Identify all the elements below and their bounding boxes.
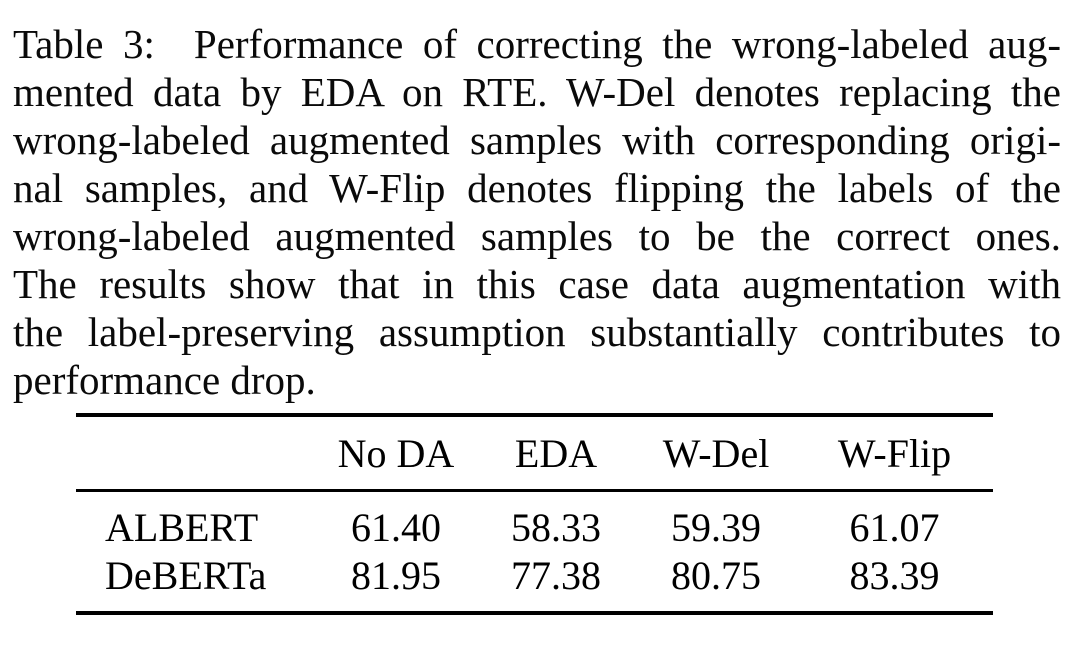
- model-label-deberta: DeBERTa: [105, 553, 267, 598]
- albert-no-da-value: 61.40: [351, 505, 441, 550]
- caption-line-7: the label-preserving assumption substant…: [13, 309, 1061, 355]
- header-model: [76, 415, 316, 492]
- caption-line-8: performance drop.: [13, 357, 316, 403]
- deberta-eda-value: 77.38: [511, 553, 601, 598]
- table-caption: Table 3: Performance of correcting the w…: [13, 20, 1061, 404]
- table-row-albert: ALBERT 61.40 58.33 59.39 61.07: [76, 491, 993, 553]
- results-table-header: No DA EDA W-Del W-Flip: [76, 415, 993, 492]
- albert-eda-value: 58.33: [511, 505, 601, 550]
- header-eda: EDA: [476, 415, 636, 492]
- caption-line-2: mented data by EDA on RTE. W-Del denotes…: [13, 69, 1061, 115]
- header-row: No DA EDA W-Del W-Flip: [76, 415, 993, 492]
- header-no-da: No DA: [316, 415, 476, 492]
- albert-w-del-value: 59.39: [671, 505, 761, 550]
- header-w-del: W-Del: [636, 415, 796, 492]
- albert-w-flip-value: 61.07: [849, 505, 940, 550]
- deberta-no-da-value: 81.95: [351, 553, 441, 598]
- caption-line-6: The results show that in this case data …: [13, 261, 1061, 307]
- caption-line-1: Table 3: Performance of correcting the w…: [13, 21, 1061, 67]
- results-table: No DA EDA W-Del W-Flip ALBERT 61.40 58.3…: [76, 413, 993, 615]
- caption-line-4: nal samples, and W-Flip denotes flipping…: [13, 165, 1061, 211]
- deberta-w-del-value: 80.75: [671, 553, 761, 598]
- header-w-flip: W-Flip: [796, 415, 993, 492]
- model-label-albert: ALBERT: [105, 505, 259, 550]
- table-row-deberta: DeBERTa 81.95 77.38 80.75 83.39: [76, 552, 993, 613]
- results-table-body: ALBERT 61.40 58.33 59.39 61.07 DeBERTa 8…: [76, 491, 993, 614]
- deberta-w-flip-value: 83.39: [849, 553, 940, 598]
- caption-line-5: wrong-labeled augmented samples to be th…: [13, 213, 1061, 259]
- caption-line-3: wrong-labeled augmented samples with cor…: [13, 117, 1061, 163]
